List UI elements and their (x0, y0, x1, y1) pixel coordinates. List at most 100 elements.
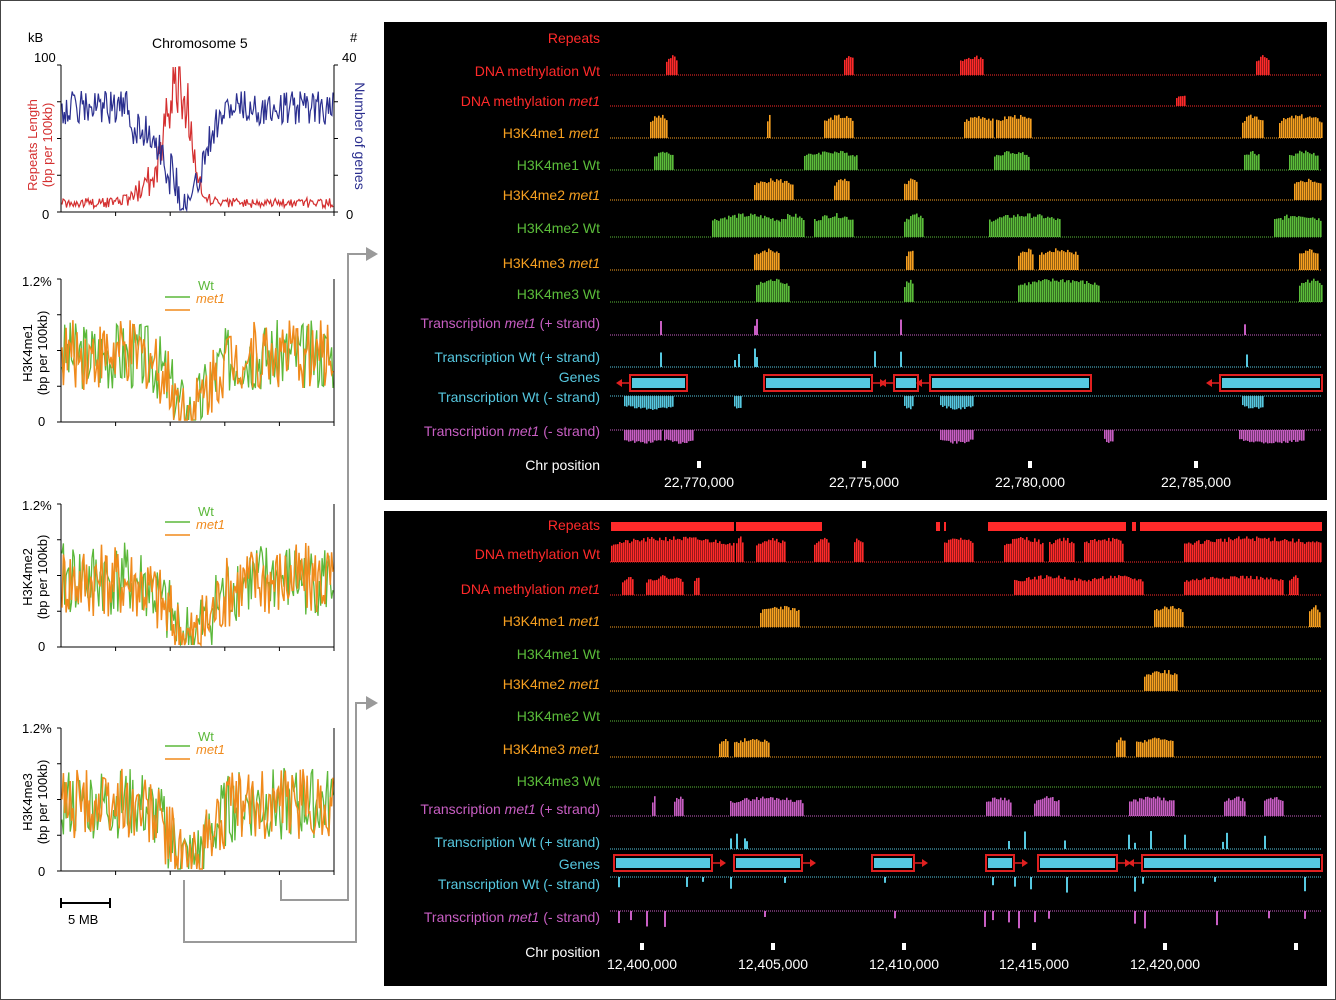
signal-bar (822, 151, 824, 170)
signal-bar (681, 540, 683, 562)
signal-bar (1240, 539, 1242, 562)
signal-bar (1168, 670, 1170, 691)
signal-bar (705, 539, 707, 562)
gene-body (932, 378, 1089, 388)
signal-bar (651, 537, 653, 562)
signal-bar (1300, 180, 1302, 200)
signal-bar (1096, 579, 1098, 595)
signal-bar (629, 543, 631, 562)
signal-bar (1034, 538, 1036, 562)
signal-bar (1045, 252, 1047, 270)
signal-bar (724, 217, 726, 237)
signal-spike (1246, 354, 1248, 367)
signal-bar (663, 540, 665, 562)
signal-bar (995, 219, 997, 237)
signal-bar (990, 801, 992, 816)
signal-bar (1178, 96, 1180, 106)
signal-bar (1308, 217, 1310, 237)
signal-bar (840, 150, 842, 170)
signal-bar (654, 430, 656, 441)
signal-bar (1300, 216, 1302, 237)
signal-bar (1090, 284, 1092, 302)
signal-bar (998, 120, 1000, 138)
signal-bar (1250, 539, 1252, 562)
signal-bar (1044, 578, 1046, 595)
signal-bar (1244, 538, 1246, 562)
signal-bar (1313, 278, 1315, 302)
signal-bar (820, 154, 822, 170)
signal-bar (1172, 674, 1174, 691)
signal-bar (1002, 155, 1004, 170)
signal-spike (1304, 911, 1306, 919)
signal-bar (760, 252, 762, 270)
signal-bar (676, 430, 678, 442)
signal-bar (1018, 152, 1020, 170)
repeat-block (611, 522, 734, 531)
signal-bar (1214, 578, 1216, 595)
signal-bar (1256, 576, 1258, 595)
signal-bar (668, 58, 670, 75)
signal-bar (1266, 799, 1268, 816)
signal-bar (774, 220, 776, 237)
signal-spike (900, 319, 902, 335)
signal-bar (1293, 430, 1295, 440)
signal-bar (711, 542, 713, 562)
repeat-block (988, 522, 1126, 531)
signal-bar (772, 218, 774, 237)
signal-bar (844, 216, 846, 237)
signal-bar (1246, 576, 1248, 595)
signal-bar (1311, 117, 1313, 138)
signal-bar (1307, 117, 1309, 138)
signal-bar (1262, 396, 1264, 408)
signal-bar (850, 57, 852, 75)
signal-bar (1104, 430, 1106, 439)
signal-bar (1022, 116, 1024, 138)
signal-bar (1202, 543, 1204, 562)
signal-bar (952, 396, 954, 410)
signal-bar (1066, 579, 1068, 595)
signal-bar (734, 214, 736, 237)
signal-bar (960, 60, 962, 75)
signal-bar (783, 219, 785, 237)
signal-spike (1214, 877, 1216, 882)
signal-bar (697, 539, 699, 562)
signal-bar (980, 118, 982, 138)
signal-bar (760, 181, 762, 200)
signal-bar (1068, 280, 1070, 302)
signal-bar (1017, 214, 1019, 237)
signal-bar (652, 396, 654, 410)
track-label-text: H3K4me1 Wt (516, 646, 600, 662)
signal-bar (656, 579, 658, 595)
signal-bar (1006, 119, 1008, 138)
signal-bar (670, 154, 672, 170)
legend-met1: met1 (196, 291, 225, 306)
signal-bar (940, 396, 942, 406)
signal-bar (1150, 674, 1152, 691)
signal-bar (1283, 117, 1285, 138)
signal-bar (1020, 581, 1022, 595)
gene-body (896, 378, 916, 388)
signal-bar (1144, 676, 1146, 691)
gene-arrowhead (922, 859, 928, 867)
signal-bar (1306, 181, 1308, 200)
position-label: 12,405,000 (737, 956, 809, 972)
signal-bar (1252, 538, 1254, 562)
signal-bar (1184, 95, 1186, 106)
signal-bar (776, 179, 778, 200)
signal-bar (1034, 576, 1036, 595)
track-label-genotype: met1 (568, 187, 600, 203)
signal-bar (776, 797, 778, 816)
signal-bar (637, 540, 639, 562)
signal-bar (1262, 120, 1264, 138)
signal-bar (666, 152, 668, 170)
signal-bar (1058, 800, 1060, 816)
signal-spike (664, 911, 666, 927)
signal-bar (1317, 280, 1319, 302)
legend-met1: met1 (196, 517, 225, 532)
signal-bar (956, 539, 958, 562)
signal-bar (669, 539, 671, 562)
signal-bar (660, 576, 662, 595)
signal-bar (768, 608, 770, 627)
signal-bar (1291, 578, 1293, 595)
signal-spike (1034, 911, 1036, 923)
